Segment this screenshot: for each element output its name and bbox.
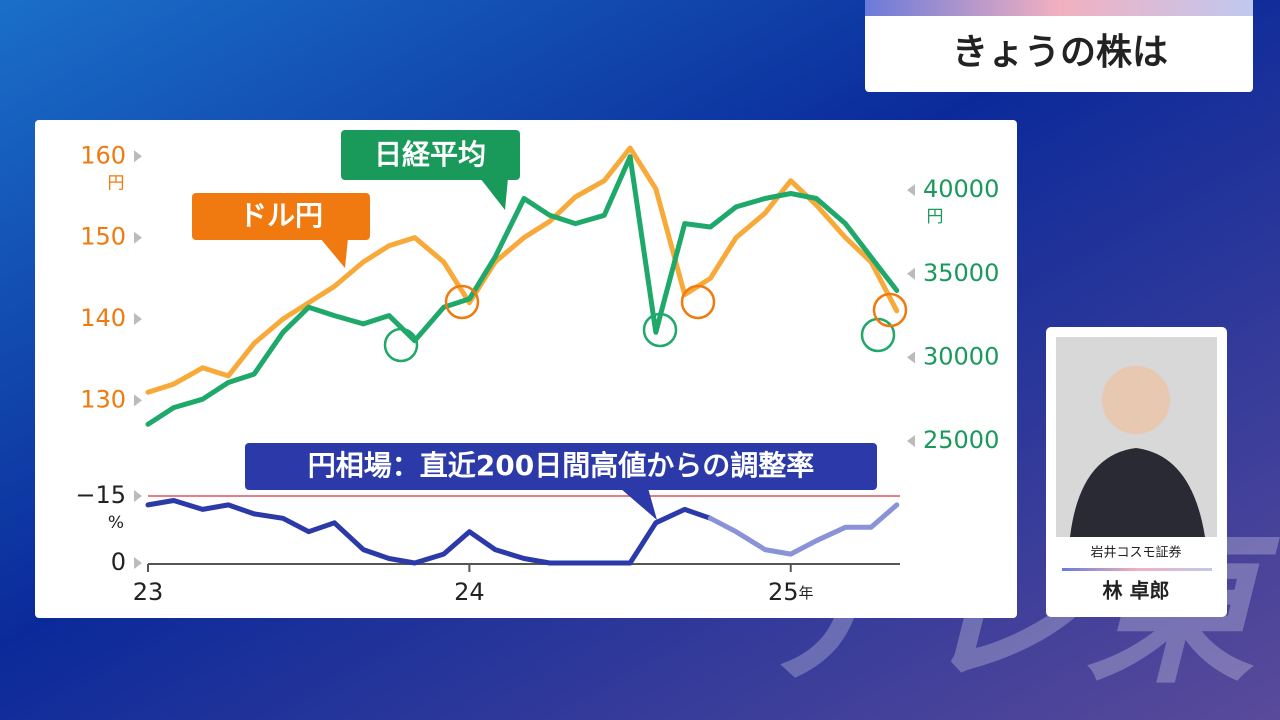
title-stripe xyxy=(865,0,1253,16)
title-box xyxy=(865,0,1253,92)
y-unit: 円 xyxy=(108,173,125,193)
y-tick-label: 130 xyxy=(80,385,126,413)
series-line xyxy=(707,502,900,557)
tick-arrow xyxy=(134,490,142,502)
x-tick-label: 24 xyxy=(454,578,485,606)
guest-rule xyxy=(1062,568,1212,571)
callout-box xyxy=(245,443,877,490)
x-tick-label: 23 xyxy=(133,578,164,606)
y-tick-label: 150 xyxy=(80,223,126,251)
tick-arrow xyxy=(907,435,915,447)
callout-pointer xyxy=(320,238,348,268)
dip-circle xyxy=(642,312,678,348)
chart-panel xyxy=(35,120,1017,618)
dip-circle xyxy=(872,292,908,328)
tick-arrow xyxy=(134,231,142,244)
guest-company: 岩井コスモ証券 xyxy=(1090,545,1181,561)
tick-arrow xyxy=(134,312,142,325)
x-tick-label: 25年 xyxy=(768,578,814,606)
tick-arrow xyxy=(134,150,142,163)
screen-title: きょうの株は xyxy=(952,32,1168,73)
dip-circle xyxy=(383,327,419,363)
guest-suit xyxy=(1070,448,1205,537)
guest-face xyxy=(1102,366,1170,434)
y-tick-label: −15 xyxy=(75,481,126,509)
dip-circles xyxy=(383,284,908,363)
y-tick-label: 140 xyxy=(80,304,126,332)
series-line xyxy=(145,154,900,427)
tick-arrow xyxy=(907,267,915,280)
callout-box xyxy=(192,193,370,240)
series-line xyxy=(145,498,713,566)
series-label: 日経平均 xyxy=(374,138,486,171)
y2-tick-label: 35000 xyxy=(923,259,999,287)
y-unit: % xyxy=(108,513,124,533)
dip-circle xyxy=(680,284,716,320)
y-tick-label: 0 xyxy=(111,548,126,576)
y2-tick-label: 25000 xyxy=(923,426,999,454)
tick-arrow xyxy=(907,351,915,364)
y2-tick-label: 30000 xyxy=(923,342,999,370)
chart: 130 140 150 160 円 25000 30000 35000 40000 円 −15 0% 2… xyxy=(75,141,999,606)
guest-name: 林 卓郎 xyxy=(1103,579,1170,603)
callout-pointer xyxy=(480,178,508,210)
series-label: ドル円 xyxy=(239,199,323,232)
callout-pointer xyxy=(620,488,657,520)
tick-arrow xyxy=(134,557,142,569)
y2-tick-label: 40000 xyxy=(923,175,999,203)
tick-arrow xyxy=(134,394,142,407)
y-tick-label: 160 xyxy=(80,141,126,169)
callout-box xyxy=(341,130,520,180)
subchart-title: 円相場：直近200日間高値からの調整率 xyxy=(308,449,814,482)
tick-arrow xyxy=(907,184,915,197)
dip-circle xyxy=(444,284,480,320)
series-line xyxy=(145,145,900,395)
y2-unit: 円 xyxy=(927,207,944,227)
